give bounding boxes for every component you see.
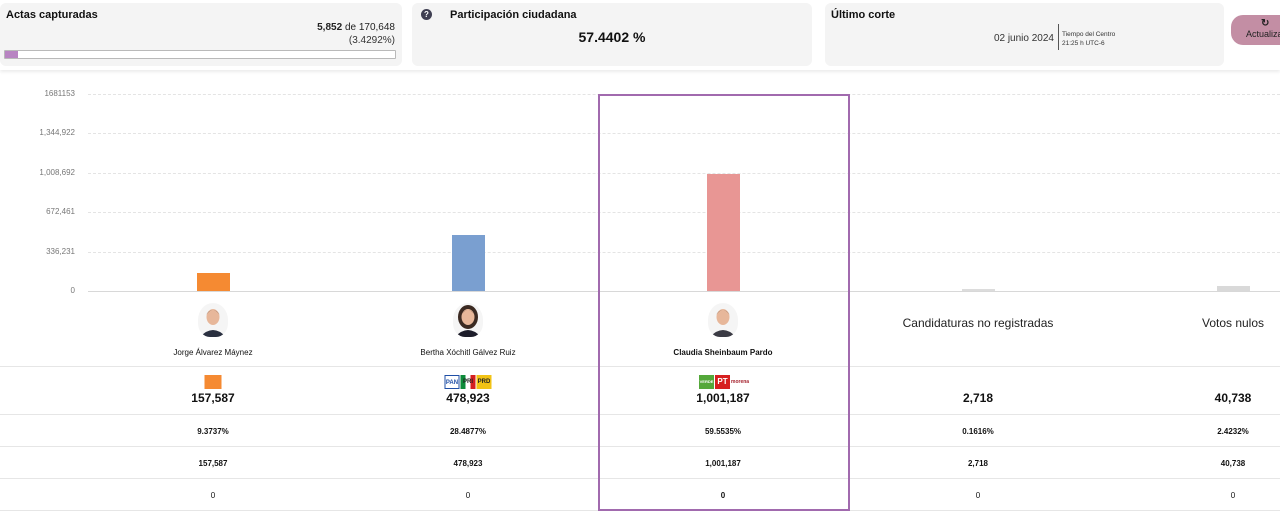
y-tick-label: 672,461 (46, 207, 75, 217)
refresh-icon: ↻ (1261, 18, 1270, 29)
y-tick-label: 336,231 (46, 246, 75, 256)
prd-logo-icon: PRD (476, 375, 492, 389)
corte-date: 02 junio 2024 (993, 33, 1054, 44)
refresh-button[interactable]: ↻ Actualizar (1231, 15, 1280, 45)
actas-percent: (3.4292%) (348, 35, 395, 46)
pri-logo-icon: PRI (460, 375, 476, 389)
corte-tz-line2: 21:25 h UTC-6 (1062, 40, 1105, 47)
corte-title: Último corte (831, 9, 896, 21)
pt-logo-icon: PT (715, 375, 730, 389)
bar-2[interactable] (451, 234, 485, 291)
percent-cell: 9.3737% (197, 427, 229, 436)
percent-cell: 0.1616% (962, 427, 994, 436)
grid-line (88, 212, 1280, 214)
actas-count: 5,852 de 170,648 (317, 22, 395, 33)
actas-card: Actas capturadas 5,852 de 170,648 (3.429… (0, 3, 402, 66)
grid-line (88, 94, 1280, 95)
results-chart: 0 336,231 672,461 1,008,692 1,344,922 1681153 (0, 80, 1280, 295)
bar-1[interactable] (196, 272, 230, 291)
corte-tz-line1: Tiempo del Centro (1062, 31, 1116, 38)
y-tick-label: 1,344,922 (39, 128, 75, 138)
y-tick-label: 1,008,692 (39, 167, 75, 177)
corte-timezone: Tiempo del Centro 21:25 h UTC-6 (1062, 30, 1115, 48)
row-divider (0, 366, 1280, 367)
extra-cell: 0 (975, 491, 981, 500)
votes-cell: 40,738 (1220, 459, 1246, 468)
candidate-votes: 40,738 (1214, 391, 1252, 405)
y-tick-label: 1681153 (44, 89, 75, 98)
extra-cell: 0 (465, 491, 471, 500)
row-divider (0, 414, 1280, 415)
party-logos: PAN PRI PRD (444, 375, 492, 389)
corte-card: Último corte 02 junio 2024 Tiempo del Ce… (825, 3, 1224, 66)
corte-divider (1058, 24, 1059, 50)
bar-4[interactable] (961, 289, 995, 291)
percent-cell: 2.4232% (1217, 427, 1249, 436)
bar-3[interactable] (706, 173, 740, 291)
actas-of: de (344, 22, 357, 33)
refresh-label: Actualizar (1246, 29, 1280, 39)
candidate-name: Candidaturas no registradas (902, 316, 1054, 330)
candidate-name: Votos nulos (1201, 316, 1265, 330)
row-divider (0, 510, 1280, 511)
votes-cell: 1,001,187 (705, 459, 741, 468)
percent-cell: 28.4877% (449, 427, 487, 436)
mc-logo-icon (204, 375, 222, 389)
actas-title: Actas capturadas (6, 9, 98, 21)
actas-total: 170,648 (358, 22, 395, 33)
candidate-name[interactable]: Jorge Álvarez Máynez (173, 348, 253, 357)
votes-cell: 478,923 (453, 459, 483, 468)
row-divider (0, 478, 1280, 479)
grid-line (88, 251, 1280, 253)
candidate-name[interactable]: Bertha Xóchitl Gálvez Ruiz (420, 348, 516, 357)
actas-progress-bar (4, 50, 396, 59)
summary-bar: Actas capturadas 5,852 de 170,648 (3.429… (0, 0, 1280, 70)
grid-line (88, 172, 1280, 174)
extra-cell: 0 (720, 491, 726, 500)
pan-logo-icon: PAN (444, 375, 460, 389)
grid-line (88, 133, 1280, 135)
extra-cell: 0 (1230, 491, 1236, 500)
candidate-avatar (453, 303, 483, 337)
candidate-avatar (198, 303, 228, 337)
candidate-name[interactable]: Claudia Sheinbaum Pardo (673, 348, 773, 357)
morena-logo-icon: morena (731, 375, 749, 389)
row-divider (0, 446, 1280, 447)
x-axis-line (88, 291, 1280, 292)
candidate-votes: 478,923 (446, 391, 490, 405)
actas-captured: 5,852 (317, 22, 343, 33)
participacion-card: ? Participación ciudadana 57.4402 % (412, 3, 812, 66)
candidate-votes: 157,587 (191, 391, 235, 405)
question-icon[interactable]: ? (421, 9, 432, 20)
votes-cell: 157,587 (198, 459, 228, 468)
candidate-votes: 2,718 (962, 391, 994, 405)
extra-cell: 0 (210, 491, 216, 500)
participacion-title: Participación ciudadana (450, 9, 577, 21)
verde-logo-icon: VERDE (699, 375, 714, 389)
votes-cell: 2,718 (967, 459, 989, 468)
candidate-votes: 1,001,187 (696, 391, 750, 405)
participacion-value: 57.4402 % (578, 29, 646, 45)
party-logos: VERDE PT morena (699, 375, 749, 389)
party-logos (204, 375, 222, 389)
y-tick-label: 0 (70, 286, 75, 295)
candidate-avatar (708, 303, 738, 337)
actas-progress-fill (5, 51, 19, 58)
bar-5[interactable] (1216, 286, 1250, 291)
percent-cell: 59.5535% (704, 427, 742, 436)
